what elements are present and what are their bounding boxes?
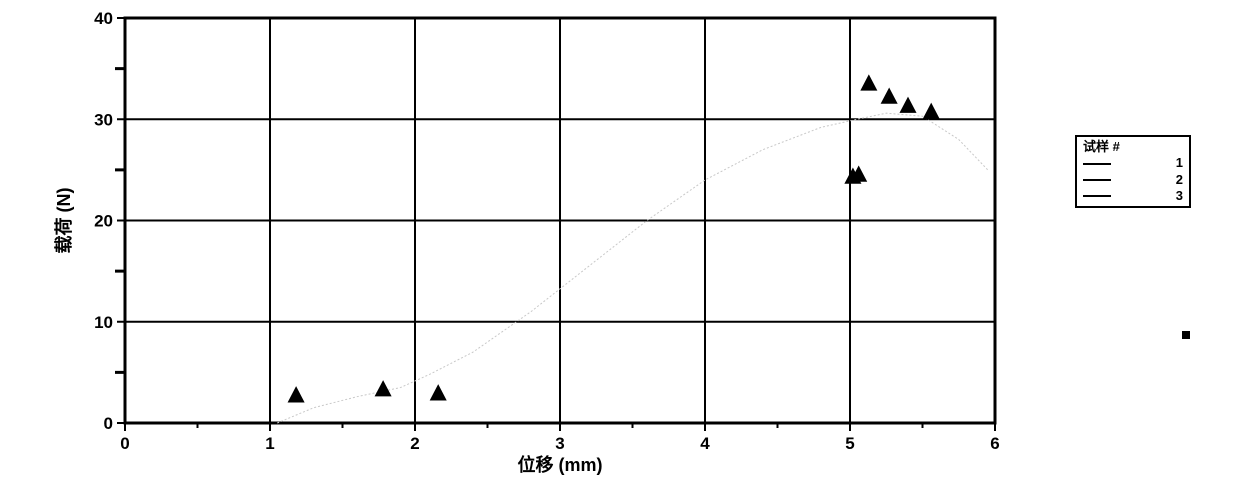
legend-item: 3 (1083, 188, 1183, 204)
legend-swatch (1083, 163, 1111, 165)
svg-text:4: 4 (700, 434, 710, 453)
svg-text:30: 30 (94, 110, 113, 129)
chart: 0 1 2 3 4 5 6 0 10 20 30 40 位移 (mm) 载荷 (N) (30, 0, 1030, 485)
legend-item-label: 2 (1176, 172, 1183, 188)
legend-box: 试样 # 123 (1075, 135, 1191, 208)
legend-swatch (1083, 179, 1111, 181)
legend-swatch (1083, 195, 1111, 197)
svg-text:5: 5 (845, 434, 854, 453)
legend-item-label: 1 (1176, 155, 1183, 171)
chart-svg: 0 1 2 3 4 5 6 0 10 20 30 40 位移 (mm) 载荷 (N) (30, 0, 1030, 480)
svg-text:6: 6 (990, 434, 999, 453)
svg-text:20: 20 (94, 212, 113, 231)
legend-item: 1 (1083, 155, 1183, 171)
svg-text:10: 10 (94, 313, 113, 332)
svg-text:0: 0 (104, 414, 113, 433)
legend-item-label: 3 (1176, 188, 1183, 204)
svg-text:3: 3 (555, 434, 564, 453)
svg-text:2: 2 (410, 434, 419, 453)
svg-text:位移 (mm): 位移 (mm) (518, 454, 603, 475)
svg-text:40: 40 (94, 9, 113, 28)
svg-text:0: 0 (120, 434, 129, 453)
legend-item: 2 (1083, 172, 1183, 188)
svg-text:1: 1 (265, 434, 274, 453)
legend-title: 试样 # (1083, 139, 1183, 155)
stray-marker (1182, 331, 1190, 339)
svg-text:载荷 (N): 载荷 (N) (53, 188, 74, 254)
figure-container: 0123456010203040位移 (mm)载荷 (N) 试样 # 123 (0, 0, 1240, 504)
